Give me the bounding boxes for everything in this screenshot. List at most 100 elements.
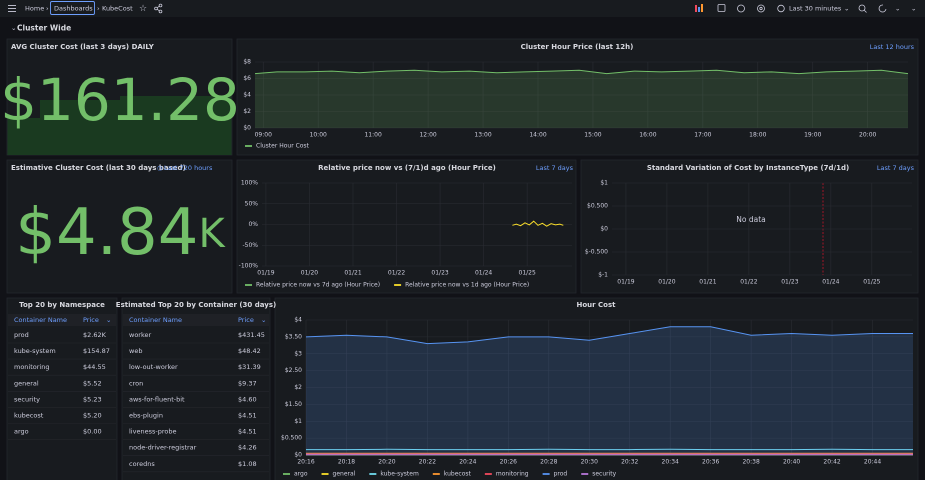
cell: argo [14, 428, 29, 436]
panel-title: Hour Cost [577, 301, 617, 309]
y-tick-label: 100% [241, 180, 258, 187]
menu-icon[interactable] [8, 5, 16, 12]
y-tick-label: $0 [294, 452, 302, 459]
cell: general [14, 379, 39, 387]
cell: $5.52 [83, 379, 102, 387]
legend-label: security [592, 471, 616, 478]
time-info: Last 720 hours [164, 164, 213, 172]
x-tick-label: 20:22 [419, 459, 436, 466]
x-tick-label: 01/19 [257, 270, 274, 277]
legend-label: prod [554, 471, 568, 478]
time-icon: ◷ [157, 164, 163, 172]
no-data: No data [736, 215, 765, 224]
area-fill [306, 326, 913, 455]
cell: $0.00 [83, 428, 102, 436]
legend-label: Cluster Hour Cost [256, 143, 310, 150]
y-tick-label: $0.500 [281, 435, 302, 442]
star-icon[interactable]: ☆ [139, 4, 147, 14]
focus-box [50, 1, 95, 15]
sparkline [7, 96, 232, 155]
y-tick-label: $0.500 [587, 203, 608, 210]
panel-title: Estimated Top 20 by Container (30 days) [116, 301, 276, 309]
x-tick-label: 01/23 [781, 279, 798, 286]
cell: web [129, 347, 142, 355]
cell: kube-system [14, 347, 56, 355]
legend-label: kube-system [380, 471, 419, 478]
x-tick-label: 13:00 [474, 132, 491, 139]
panel-title: Estimative Cluster Cost (last 30 days ba… [11, 164, 186, 172]
x-tick-label: 20:32 [621, 459, 638, 466]
x-tick-label: 01/21 [344, 270, 361, 277]
y-tick-label: $2 [243, 108, 251, 115]
y-tick-label: 50% [245, 200, 259, 207]
breadcrumb[interactable]: Home [25, 5, 44, 13]
breadcrumb[interactable]: KubeCost [102, 5, 133, 13]
series-line [305, 326, 913, 345]
x-tick-label: 16:00 [639, 132, 656, 139]
cell: worker [129, 331, 151, 339]
y-tick-label: $1 [600, 180, 608, 187]
y-tick-label: $1 [294, 418, 302, 425]
x-tick-label: 01/22 [388, 270, 405, 277]
time-info: Last 7 days [536, 164, 574, 172]
panel-title: Cluster Hour Price (last 12h) [521, 43, 634, 51]
y-tick-label: $0 [243, 125, 251, 132]
x-tick-label: 01/20 [658, 279, 675, 286]
column-header[interactable]: Container Name [14, 316, 67, 324]
column-header[interactable]: Price [238, 316, 254, 324]
series-line [512, 220, 564, 227]
y-tick-label: -50% [242, 242, 258, 249]
x-tick-label: 10:00 [310, 132, 327, 139]
y-tick-label: $4 [294, 317, 302, 324]
time-range[interactable]: Last 30 minutes [789, 5, 842, 13]
cell: $48.42 [238, 347, 261, 355]
cell: $5.20 [83, 412, 102, 420]
x-tick-label: 01/25 [863, 279, 880, 286]
x-tick-label: 20:20 [378, 459, 395, 466]
chevron[interactable]: ⌄ [844, 5, 849, 13]
cell: $44.55 [83, 363, 106, 371]
breadcrumb[interactable]: Dashboards [54, 5, 93, 13]
cell: cron [129, 379, 143, 387]
panel-title: Standard Variation of Cost by InstanceTy… [647, 164, 849, 172]
panel-title: Relative price now vs (7/1)d ago (Hour P… [318, 164, 496, 172]
x-tick-label: 20:00 [859, 132, 876, 139]
cell: $4.26 [238, 444, 257, 452]
series-line [254, 69, 909, 75]
column-header[interactable]: Container Name [129, 316, 182, 324]
row-chevron[interactable]: ⌄ [11, 24, 16, 32]
x-tick-label: 01/19 [617, 279, 634, 286]
panel [236, 38, 919, 156]
x-tick-label: 15:00 [584, 132, 601, 139]
row-title[interactable]: Cluster Wide [17, 24, 71, 33]
x-tick-label: 01/23 [431, 270, 448, 277]
y-tick-label: $3 [294, 350, 302, 357]
x-tick-label: 20:34 [662, 459, 679, 466]
legend-label: monitoring [496, 471, 529, 478]
time-info: Last 7 days [877, 164, 915, 172]
panel-title: Top 20 by Namespace [19, 301, 105, 309]
y-tick-label: $2.50 [285, 367, 302, 374]
x-tick-label: 20:24 [459, 459, 476, 466]
y-tick-label: $0 [600, 226, 608, 233]
cell: $9.37 [238, 379, 257, 387]
x-tick-label: 20:30 [581, 459, 598, 466]
toolbar-icons[interactable] [695, 4, 887, 13]
panel [121, 297, 271, 480]
x-tick-label: 19:00 [804, 132, 821, 139]
table-header [123, 314, 269, 326]
chevron[interactable]: ⌄ [895, 5, 900, 13]
top-bar [0, 0, 925, 17]
x-tick-label: 18:00 [749, 132, 766, 139]
x-tick-label: 20:40 [783, 459, 800, 466]
share-icon[interactable] [154, 3, 163, 14]
panel [580, 159, 919, 294]
cell: low-out-worker [129, 363, 178, 371]
x-tick-label: 20:44 [864, 459, 881, 466]
cell: ebs-plugin [129, 412, 163, 420]
legend-label: kubecost [444, 471, 472, 478]
legend-label: general [333, 471, 356, 478]
chevron[interactable]: ⌄ [911, 5, 916, 13]
column-header[interactable]: Price [83, 316, 99, 324]
